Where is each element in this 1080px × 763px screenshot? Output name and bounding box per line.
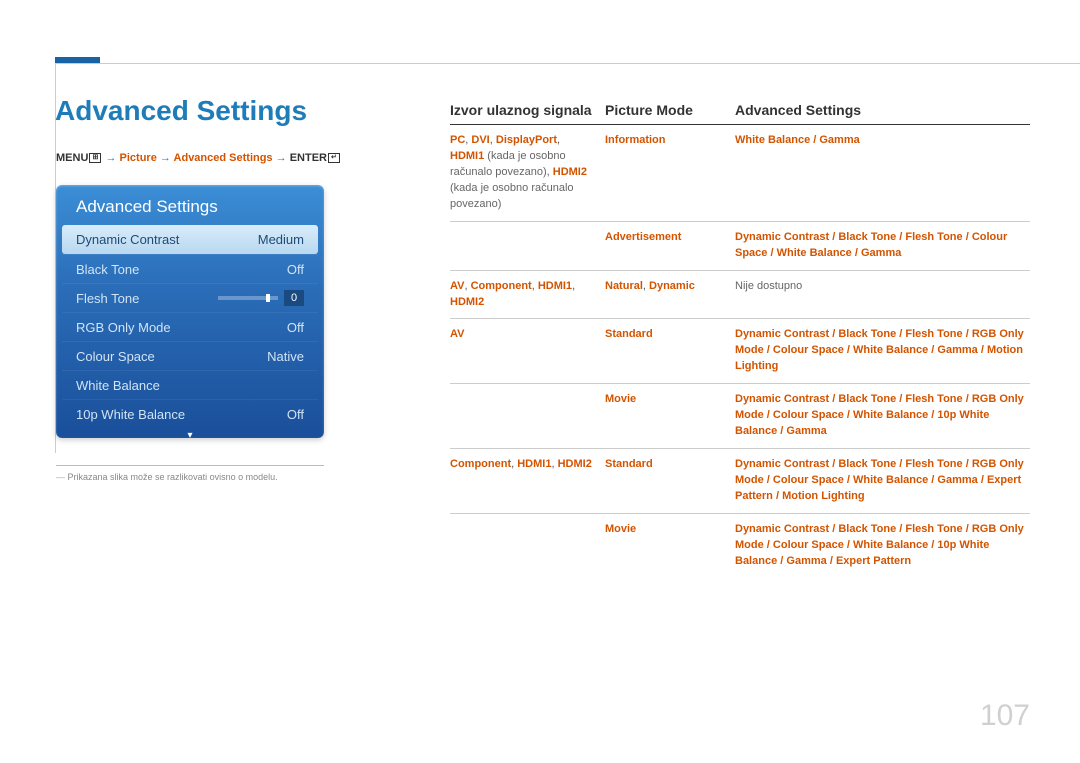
panel-row[interactable]: White Balance (62, 370, 318, 399)
panel-row-label: Black Tone (76, 262, 139, 277)
breadcrumb-advanced: Advanced Settings (174, 152, 273, 164)
header-rule (55, 63, 1080, 64)
panel-row-label: 10p White Balance (76, 407, 185, 422)
breadcrumb-arrow-3: → (276, 152, 290, 164)
panel-row-label: RGB Only Mode (76, 320, 171, 335)
table-cell-c3: Dynamic Contrast / Black Tone / Flesh To… (735, 457, 1030, 505)
table-row: AVStandardDynamic Contrast / Black Tone … (450, 319, 1030, 384)
table-header-c2: Picture Mode (605, 102, 735, 118)
panel-row[interactable]: Dynamic Contrast Medium (62, 225, 318, 254)
table-cell-c3: Dynamic Contrast / Black Tone / Flesh To… (735, 392, 1030, 440)
menu-icon: ⊞ (89, 153, 101, 163)
table-cell-c1 (450, 392, 605, 440)
page-title: Advanced Settings (55, 95, 307, 127)
table-cell-c2: Natural, Dynamic (605, 279, 735, 311)
table-header-c1: Izvor ulaznog signala (450, 102, 605, 118)
table-row: PC, DVI, DisplayPort, HDMI1 (kada je oso… (450, 125, 1030, 222)
panel-title: Advanced Settings (62, 193, 318, 225)
panel-row-label: Colour Space (76, 349, 155, 364)
slider-thumb[interactable] (266, 294, 270, 302)
table-cell-c1: AV, Component, HDMI1, HDMI2 (450, 279, 605, 311)
table-cell-c2: Movie (605, 392, 735, 440)
table-header: Izvor ulaznog signala Picture Mode Advan… (450, 102, 1030, 125)
panel-row-label: Dynamic Contrast (76, 232, 179, 247)
table-cell-c3: Dynamic Contrast / Black Tone / Flesh To… (735, 327, 1030, 375)
breadcrumb-picture: Picture (120, 152, 157, 164)
table-cell-c1: PC, DVI, DisplayPort, HDMI1 (kada je oso… (450, 133, 605, 213)
panel-row[interactable]: Black Tone Off (62, 254, 318, 283)
table-row: AV, Component, HDMI1, HDMI2Natural, Dyna… (450, 271, 1030, 320)
breadcrumb-arrow-1: → (105, 152, 119, 164)
panel-row[interactable]: 10p White Balance Off (62, 399, 318, 428)
panel-row-value: Off (287, 262, 304, 277)
panel-row-value: Off (287, 320, 304, 335)
panel-row-value: Off (287, 407, 304, 422)
breadcrumb: MENU⊞ → Picture → Advanced Settings → EN… (56, 152, 341, 164)
table-cell-c1: AV (450, 327, 605, 375)
breadcrumb-arrow-2: → (160, 152, 174, 164)
breadcrumb-enter: ENTER (290, 152, 327, 164)
table-cell-c2: Movie (605, 522, 735, 570)
footnote-rule (56, 465, 324, 466)
table-cell-c1 (450, 230, 605, 262)
table-row: Component, HDMI1, HDMI2StandardDynamic C… (450, 449, 1030, 514)
table-cell-c3: Nije dostupno (735, 279, 1030, 311)
scroll-down-icon[interactable]: ▾ (62, 430, 318, 441)
table-cell-c3: Dynamic Contrast / Black Tone / Flesh To… (735, 522, 1030, 570)
table-row: MovieDynamic Contrast / Black Tone / Fle… (450, 384, 1030, 449)
panel-row[interactable]: RGB Only Mode Off (62, 312, 318, 341)
panel-row-value: Native (267, 349, 304, 364)
slider[interactable]: 0 (218, 290, 304, 306)
table-cell-c3: White Balance / Gamma (735, 133, 1030, 213)
table-cell-c2: Standard (605, 327, 735, 375)
panel-row[interactable]: Colour Space Native (62, 341, 318, 370)
table-cell-c1: Component, HDMI1, HDMI2 (450, 457, 605, 505)
table-cell-c2: Standard (605, 457, 735, 505)
table-row: MovieDynamic Contrast / Black Tone / Fle… (450, 514, 1030, 578)
panel-row-label: White Balance (76, 378, 160, 393)
footnote-text: Prikazana slika može se razlikovati ovis… (56, 472, 278, 482)
page-number: 107 (980, 699, 1030, 733)
settings-table: Izvor ulaznog signala Picture Mode Advan… (450, 102, 1030, 578)
table-cell-c1 (450, 522, 605, 570)
table-header-c3: Advanced Settings (735, 102, 1030, 118)
panel-row-value: Medium (258, 232, 304, 247)
enter-icon: ↵ (328, 153, 340, 163)
slider-track[interactable] (218, 296, 278, 300)
panel-row-label: Flesh Tone (76, 291, 139, 306)
table-cell-c3: Dynamic Contrast / Black Tone / Flesh To… (735, 230, 1030, 262)
table-row: AdvertisementDynamic Contrast / Black To… (450, 222, 1030, 271)
table-cell-c2: Advertisement (605, 230, 735, 262)
panel-row[interactable]: Flesh Tone 0 (62, 283, 318, 312)
settings-panel: Advanced Settings Dynamic Contrast Medium… (56, 185, 324, 438)
table-cell-c2: Information (605, 133, 735, 213)
breadcrumb-menu: MENU (56, 152, 88, 164)
slider-value: 0 (284, 290, 304, 306)
